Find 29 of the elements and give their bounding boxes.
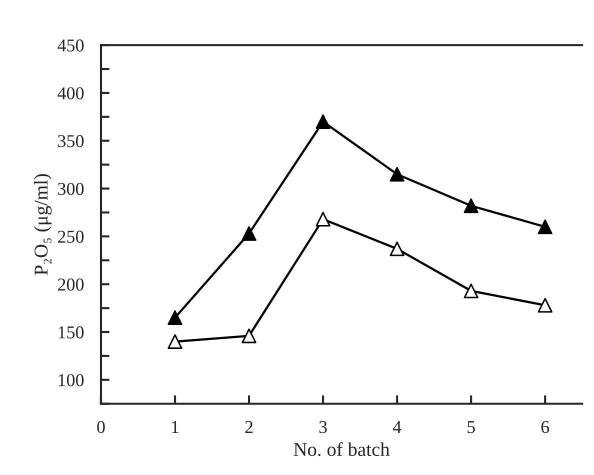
y-axis-title: P₂O₅ (μg/ml): [34, 174, 52, 276]
x-tick-label: 1: [172, 421, 178, 433]
point: [538, 298, 552, 313]
point: [242, 328, 256, 344]
point: [242, 226, 256, 241]
point: [316, 212, 330, 227]
x-tick-label: 4: [392, 421, 402, 433]
x-tick-label: 3: [319, 420, 327, 434]
point: [390, 166, 404, 182]
y-tick-label: 450: [58, 39, 84, 52]
x-axis-title: No. of batch: [294, 442, 390, 456]
point: [390, 241, 404, 256]
point: [464, 284, 478, 298]
x-tick-label: 2: [245, 420, 253, 433]
y-tick-label: 100: [58, 374, 84, 386]
x-tick-label: 6: [541, 420, 550, 434]
y-tick-label: 150: [58, 326, 84, 338]
y-tick-label: 200: [58, 278, 84, 291]
point: [168, 334, 182, 349]
y-tick-label: 350: [58, 135, 84, 148]
point: [168, 310, 182, 326]
y-tick-label: 400: [58, 87, 84, 100]
point: [316, 114, 330, 129]
x-tick-label: 5: [468, 421, 475, 434]
y-tick-label: 300: [58, 182, 84, 196]
x-tick-label: 0: [97, 420, 105, 434]
point: [538, 219, 552, 234]
y-tick-label: 250: [58, 230, 84, 243]
point: [464, 198, 478, 214]
